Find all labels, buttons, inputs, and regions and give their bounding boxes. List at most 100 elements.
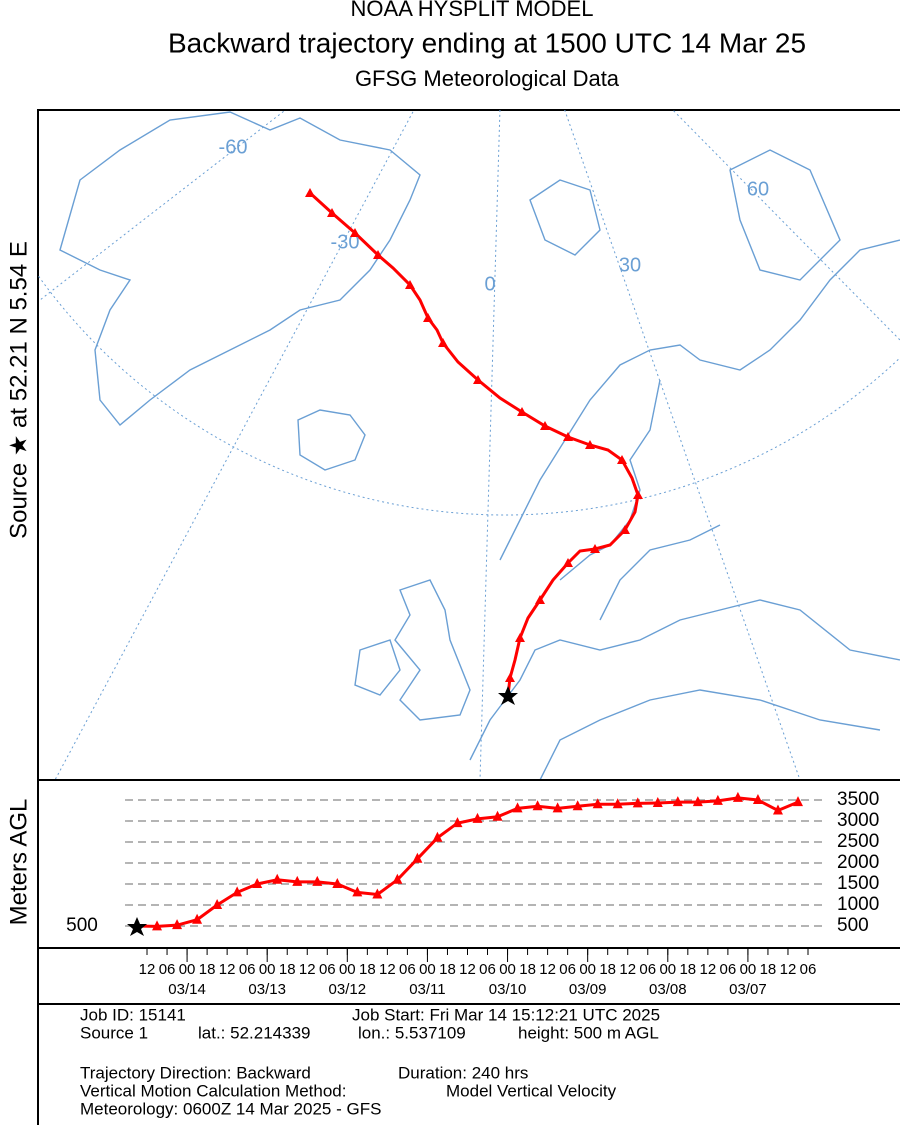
trajectory-marker [350,228,360,237]
trajectory-path [308,191,640,696]
y-tick-label: 2000 [837,852,879,873]
x-tick-label: 06 [639,961,656,978]
height-marker [692,796,703,807]
x-tick-label: 00 [339,961,356,978]
longitude-label: -60 [219,136,248,158]
chart-subtitle: GFSG Meteorological Data [355,66,620,91]
x-tick-label: 06 [399,961,416,978]
source-label: Source ★ at 52.21 N 5.54 E [5,241,32,539]
source-star [498,686,518,705]
trajectory-marker [517,407,527,416]
footer-text: Vertical Motion Calculation Method: [80,1081,346,1100]
x-tick-label: 00 [499,961,516,978]
height-marker [732,791,743,802]
meridian [564,110,801,780]
x-tick-label: 00 [179,961,196,978]
longitude-label: 30 [619,254,641,276]
trajectory-marker [617,455,627,464]
x-tick-label: 00 [419,961,436,978]
height-marker [212,899,223,909]
footer-text: Trajectory Direction: Backward [80,1063,311,1082]
x-tick-label: 12 [299,961,316,978]
x-date-label: 03/10 [489,981,527,998]
longitude-label: 60 [747,178,769,200]
trajectory-marker [563,558,573,567]
x-tick-label: 18 [519,961,536,978]
trajectory-marker [515,633,525,642]
meridian [479,110,501,780]
height-marker [472,812,483,823]
trajectory-marker [590,544,600,553]
x-tick-label: 00 [259,961,276,978]
height-line [136,796,799,928]
height-marker [512,802,523,813]
map-content [38,110,900,780]
x-tick-label: 12 [780,961,797,978]
meridian [39,110,287,301]
height-marker [232,886,243,897]
x-tick-label: 06 [479,961,496,978]
height-marker [172,919,183,930]
height-marker [492,810,503,821]
meridian [672,110,900,341]
y-tick-label: 3500 [837,789,879,810]
x-date-label: 03/12 [329,981,367,998]
y-tick-label: 3000 [837,810,879,831]
longitude-label: 0 [484,273,495,295]
x-tick-label: 12 [139,961,156,978]
height-marker [152,920,163,931]
trajectory-marker [305,188,315,197]
y-tick-label: 2500 [837,831,879,852]
height-marker [612,798,623,809]
x-date-label: 03/08 [649,981,687,998]
y-tick-label: 1000 [837,894,879,915]
height-marker [272,873,283,884]
x-tick-label: 06 [159,961,176,978]
height-marker [592,798,603,809]
footer-text: lon.: 5.537109 [358,1023,466,1042]
europe-coast [469,599,900,780]
x-tick-label: 18 [760,961,777,978]
trajectory-marker [563,432,573,441]
height-marker [432,831,443,842]
x-tick-label: 12 [539,961,556,978]
trajectory-marker [620,525,630,534]
x-tick-label: 06 [720,961,737,978]
source-star [127,917,147,936]
height-marker [712,794,723,805]
height-marker [632,797,643,808]
height-marker [552,802,563,813]
trajectory-marker [438,338,448,347]
height-marker [572,800,583,811]
height-marker [332,878,343,888]
x-date-label: 03/07 [729,981,767,998]
x-tick-label: 00 [659,961,676,978]
height-marker [452,817,463,828]
x-tick-label: 00 [579,961,596,978]
height-marker [252,878,263,888]
height-marker [772,804,783,815]
footer: Job ID: 15141 Job Start: Fri Mar 14 15:1… [80,1005,660,1118]
x-date-label: 03/11 [409,981,445,998]
height-marker [192,913,203,924]
footer-text: Duration: 240 hrs [398,1063,528,1082]
x-tick-label: 18 [199,961,216,978]
x-tick-label: 12 [219,961,236,978]
trajectory-marker [505,673,515,682]
greenland-coast [59,111,421,426]
x-tick-label: 18 [359,961,376,978]
height-marker [392,873,403,884]
footer-text: Model Vertical Velocity [446,1081,617,1100]
chart-title: Backward trajectory ending at 1500 UTC 1… [168,27,806,58]
trajectory-marker [373,250,383,259]
trajectory-marker [423,313,433,322]
trajectory-marker [327,208,337,217]
x-tick-label: 12 [379,961,396,978]
footer-text: Meteorology: 0600Z 14 Mar 2025 - GFS [80,1099,381,1118]
x-tick-label: 18 [599,961,616,978]
footer-text: lat.: 52.214339 [198,1023,310,1042]
height-marker [292,875,303,886]
x-tick-label: 12 [619,961,636,978]
trajectory-marker [535,595,545,604]
